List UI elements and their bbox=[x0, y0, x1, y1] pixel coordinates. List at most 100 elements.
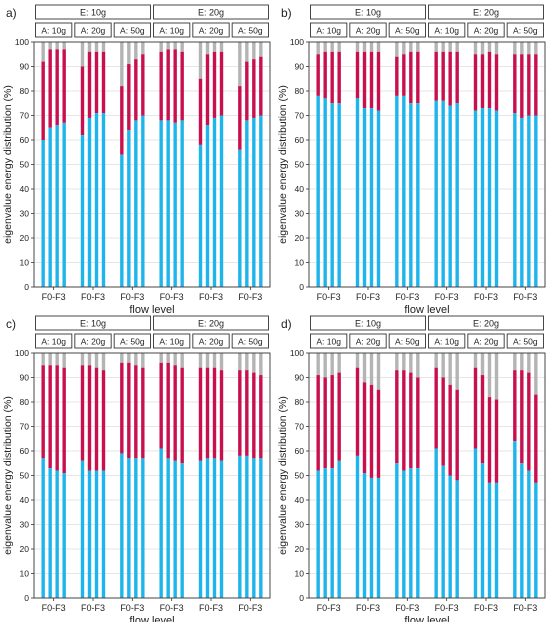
bar-segment-middle bbox=[238, 370, 242, 456]
x-axis-label: flow level bbox=[129, 304, 174, 316]
bar-segment-top bbox=[48, 353, 52, 366]
facet-strip-a bbox=[113, 22, 151, 38]
bar-segment-bottom bbox=[127, 130, 131, 287]
bar-segment-top bbox=[259, 42, 263, 57]
bar-segment-top bbox=[238, 353, 242, 371]
bar-segment-top bbox=[245, 353, 249, 371]
facet-label-a: A: 50g bbox=[238, 26, 263, 36]
y-tick-label: 50 bbox=[20, 471, 30, 481]
bar-segment-middle bbox=[94, 51, 99, 114]
bar-segment-middle bbox=[120, 362, 124, 454]
bar-segment-top bbox=[94, 353, 99, 368]
facet-label-a: A: 50g bbox=[513, 337, 538, 347]
bar-segment-top bbox=[527, 42, 531, 55]
bar-segment-bottom bbox=[395, 95, 399, 288]
bar-segment-top bbox=[330, 42, 334, 52]
bar-segment-bottom bbox=[402, 470, 406, 598]
y-tick-label: 60 bbox=[295, 446, 305, 456]
bar-segment-middle bbox=[473, 367, 478, 449]
bar-segment-top bbox=[55, 353, 59, 366]
facet-strip-a bbox=[113, 333, 151, 349]
bar-segment-top bbox=[441, 42, 445, 52]
bar-segment-top bbox=[173, 353, 177, 366]
bar-segment-top bbox=[180, 353, 184, 368]
bar-segment-bottom bbox=[173, 122, 177, 287]
facet-strip-a bbox=[428, 22, 466, 38]
bar-segment-middle bbox=[323, 377, 327, 469]
y-tick-label: 30 bbox=[20, 520, 30, 530]
bar-segment-middle bbox=[323, 51, 327, 99]
bar-segment-bottom bbox=[494, 110, 499, 287]
bar-segment-top bbox=[337, 42, 341, 52]
bar-segment-top bbox=[259, 353, 263, 376]
bar-segment-bottom bbox=[355, 98, 360, 287]
bar-segment-bottom bbox=[198, 460, 203, 598]
bar-segment-middle bbox=[455, 389, 459, 481]
bar-segment-bottom bbox=[337, 103, 341, 287]
bar-segment-middle bbox=[127, 362, 131, 459]
facet-label-a: A: 10g bbox=[316, 26, 341, 36]
bar-segment-middle bbox=[62, 49, 66, 123]
bar-segment-top bbox=[205, 42, 210, 55]
bar-segment-top bbox=[355, 42, 360, 52]
facet-label-e: E: 10g bbox=[355, 8, 381, 18]
bar-segment-top bbox=[173, 42, 177, 50]
bar-segment-middle bbox=[402, 54, 406, 96]
x-tick-label: F0-F3 bbox=[513, 603, 537, 613]
bar-segment-middle bbox=[487, 397, 492, 483]
bar-segment-bottom bbox=[259, 458, 263, 598]
bar-segment-bottom bbox=[323, 98, 327, 287]
x-axis-label: flow level bbox=[404, 615, 449, 622]
y-tick-label: 40 bbox=[295, 495, 305, 505]
y-tick-label: 100 bbox=[290, 37, 304, 47]
bar-segment-bottom bbox=[448, 475, 452, 598]
x-axis-label: flow level bbox=[404, 304, 449, 316]
y-tick-label: 20 bbox=[20, 233, 30, 243]
x-tick-label: F0-F3 bbox=[81, 603, 105, 613]
bar-segment-bottom bbox=[87, 470, 92, 598]
bar-segment-bottom bbox=[94, 470, 99, 598]
y-tick-label: 60 bbox=[295, 135, 305, 145]
bar-segment-top bbox=[337, 353, 341, 373]
y-tick-label: 40 bbox=[295, 184, 305, 194]
facet-strip-a bbox=[74, 22, 112, 38]
facet-label-a: A: 10g bbox=[41, 26, 66, 36]
x-tick-label: F0-F3 bbox=[356, 292, 380, 302]
bar-segment-bottom bbox=[337, 460, 341, 598]
facet-label-a: A: 50g bbox=[395, 26, 420, 36]
y-tick-label: 90 bbox=[295, 62, 305, 72]
y-tick-label: 0 bbox=[24, 282, 29, 292]
x-tick-label: F0-F3 bbox=[160, 292, 184, 302]
bar-segment-middle bbox=[441, 377, 445, 466]
bar-segment-bottom bbox=[180, 463, 184, 598]
bar-segment-middle bbox=[355, 367, 360, 456]
bar-segment-bottom bbox=[520, 117, 524, 287]
bar-segment-middle bbox=[473, 54, 478, 111]
bar-segment-bottom bbox=[166, 120, 170, 288]
bar-segment-middle bbox=[166, 49, 170, 121]
bar-segment-top bbox=[120, 353, 124, 363]
facet-strip-e bbox=[310, 4, 426, 20]
bar-segment-middle bbox=[41, 61, 45, 140]
facet-strip-a bbox=[192, 333, 230, 349]
bar-segment-middle bbox=[166, 362, 170, 459]
bar-segment-bottom bbox=[455, 480, 459, 598]
bar-segment-top bbox=[520, 42, 524, 55]
y-tick-label: 10 bbox=[295, 569, 305, 579]
bar-segment-middle bbox=[527, 54, 531, 116]
bar-segment-bottom bbox=[238, 149, 242, 287]
bar-segment-top bbox=[513, 42, 517, 55]
facet-strip-e bbox=[153, 4, 269, 20]
bar-segment-middle bbox=[434, 51, 438, 101]
x-tick-label: F0-F3 bbox=[199, 292, 223, 302]
bar-segment-bottom bbox=[127, 458, 131, 598]
facet-strip-e bbox=[35, 315, 151, 331]
bar-segment-top bbox=[448, 42, 452, 52]
bar-segment-middle bbox=[395, 370, 399, 464]
bar-segment-top bbox=[159, 42, 163, 52]
bar-segment-top bbox=[480, 353, 485, 376]
facet-strip-e bbox=[428, 4, 544, 20]
facet-strip-a bbox=[192, 22, 230, 38]
bar-segment-top bbox=[455, 42, 459, 52]
bar-segment-middle bbox=[376, 51, 381, 111]
